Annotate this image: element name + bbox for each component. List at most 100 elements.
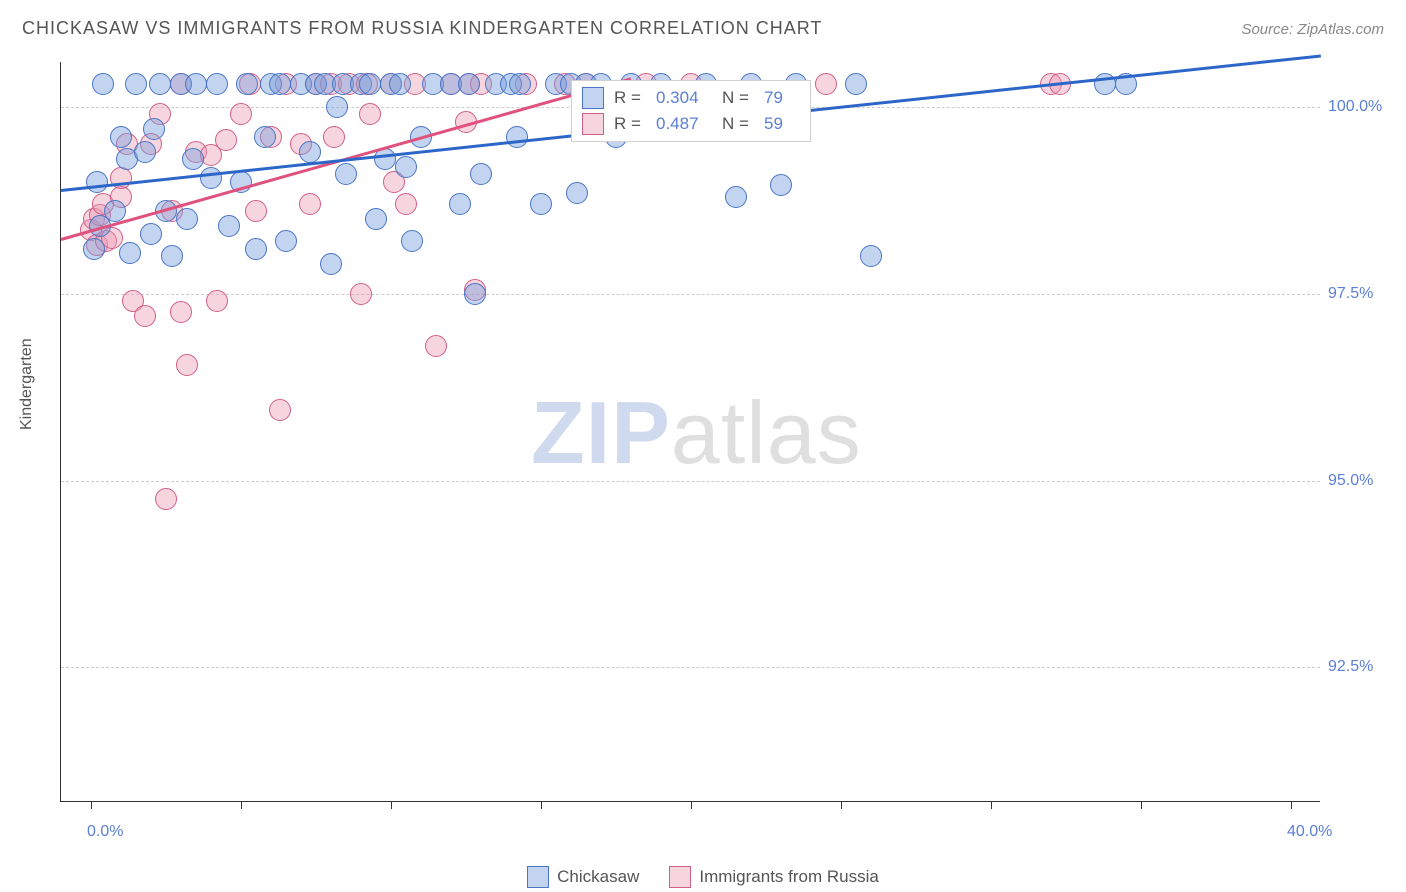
stats-swatch-1 <box>582 87 604 109</box>
point-chickasaw <box>119 242 141 264</box>
xtick <box>1141 801 1142 809</box>
stats-r-label: R = <box>614 114 650 134</box>
point-russia <box>425 335 447 357</box>
stats-n-label: N = <box>722 88 758 108</box>
point-chickasaw <box>359 73 381 95</box>
xtick <box>91 801 92 809</box>
xtick <box>991 801 992 809</box>
ytick-label: 100.0% <box>1328 98 1398 116</box>
point-chickasaw <box>506 126 528 148</box>
point-russia <box>206 290 228 312</box>
point-chickasaw <box>161 245 183 267</box>
point-chickasaw <box>320 253 342 275</box>
point-chickasaw <box>449 193 471 215</box>
ytick-label: 92.5% <box>1328 658 1398 676</box>
point-chickasaw <box>83 238 105 260</box>
point-russia <box>230 103 252 125</box>
point-chickasaw <box>464 283 486 305</box>
point-chickasaw <box>530 193 552 215</box>
point-chickasaw <box>149 73 171 95</box>
point-chickasaw <box>299 141 321 163</box>
stats-n-value: 59 <box>764 114 800 134</box>
stats-r-value: 0.487 <box>656 114 716 134</box>
point-chickasaw <box>389 73 411 95</box>
point-chickasaw <box>218 215 240 237</box>
watermark: ZIPatlas <box>531 382 862 484</box>
point-chickasaw <box>566 182 588 204</box>
point-russia <box>815 73 837 95</box>
xtick <box>691 801 692 809</box>
point-chickasaw <box>326 96 348 118</box>
xtick <box>1291 801 1292 809</box>
point-chickasaw <box>185 73 207 95</box>
point-chickasaw <box>104 200 126 222</box>
ytick-label: 95.0% <box>1328 472 1398 490</box>
point-russia <box>155 488 177 510</box>
point-chickasaw <box>845 73 867 95</box>
point-chickasaw <box>509 73 531 95</box>
point-russia <box>269 399 291 421</box>
stats-box: R = 0.304 N = 79 R = 0.487 N = 59 <box>571 80 811 142</box>
legend-label-1: Chickasaw <box>557 867 639 887</box>
xtick <box>241 801 242 809</box>
point-chickasaw <box>125 73 147 95</box>
point-chickasaw <box>245 238 267 260</box>
xtick <box>391 801 392 809</box>
xtick-label: 0.0% <box>87 823 123 841</box>
point-chickasaw <box>365 208 387 230</box>
point-chickasaw <box>770 174 792 196</box>
point-russia <box>134 305 156 327</box>
legend-item-2: Immigrants from Russia <box>669 866 878 888</box>
point-chickasaw <box>269 73 291 95</box>
stats-n-label: N = <box>722 114 758 134</box>
point-chickasaw <box>86 171 108 193</box>
point-russia <box>395 193 417 215</box>
point-chickasaw <box>206 73 228 95</box>
gridline <box>61 481 1320 482</box>
chart-title: CHICKASAW VS IMMIGRANTS FROM RUSSIA KIND… <box>22 18 822 39</box>
stats-r-label: R = <box>614 88 650 108</box>
point-chickasaw <box>92 73 114 95</box>
point-chickasaw <box>200 167 222 189</box>
chart-area: ZIPatlas 92.5%95.0%97.5%100.0%0.0%40.0%R… <box>60 62 1320 802</box>
point-chickasaw <box>395 156 417 178</box>
stats-r-value: 0.304 <box>656 88 716 108</box>
gridline <box>61 294 1320 295</box>
legend-swatch-2 <box>669 866 691 888</box>
point-chickasaw <box>182 148 204 170</box>
source-label: Source: ZipAtlas.com <box>1241 21 1384 38</box>
point-chickasaw <box>275 230 297 252</box>
point-russia <box>176 354 198 376</box>
point-chickasaw <box>458 73 480 95</box>
point-russia <box>359 103 381 125</box>
legend-swatch-1 <box>527 866 549 888</box>
point-russia <box>170 301 192 323</box>
point-chickasaw <box>860 245 882 267</box>
legend-item-1: Chickasaw <box>527 866 639 888</box>
stats-swatch-2 <box>582 113 604 135</box>
point-russia <box>323 126 345 148</box>
point-chickasaw <box>143 118 165 140</box>
xtick-label: 40.0% <box>1287 823 1332 841</box>
ytick-label: 97.5% <box>1328 285 1398 303</box>
point-russia <box>215 129 237 151</box>
legend-label-2: Immigrants from Russia <box>699 867 878 887</box>
point-chickasaw <box>470 163 492 185</box>
point-chickasaw <box>110 126 132 148</box>
point-russia <box>350 283 372 305</box>
xtick <box>541 801 542 809</box>
xtick <box>841 801 842 809</box>
point-russia <box>299 193 321 215</box>
point-russia <box>245 200 267 222</box>
point-chickasaw <box>401 230 423 252</box>
point-chickasaw <box>176 208 198 230</box>
point-chickasaw <box>725 186 747 208</box>
stats-n-value: 79 <box>764 88 800 108</box>
legend: Chickasaw Immigrants from Russia <box>0 866 1406 888</box>
point-chickasaw <box>335 163 357 185</box>
point-chickasaw <box>134 141 156 163</box>
gridline <box>61 667 1320 668</box>
point-chickasaw <box>140 223 162 245</box>
point-chickasaw <box>254 126 276 148</box>
y-axis-label: Kindergarten <box>18 338 36 430</box>
